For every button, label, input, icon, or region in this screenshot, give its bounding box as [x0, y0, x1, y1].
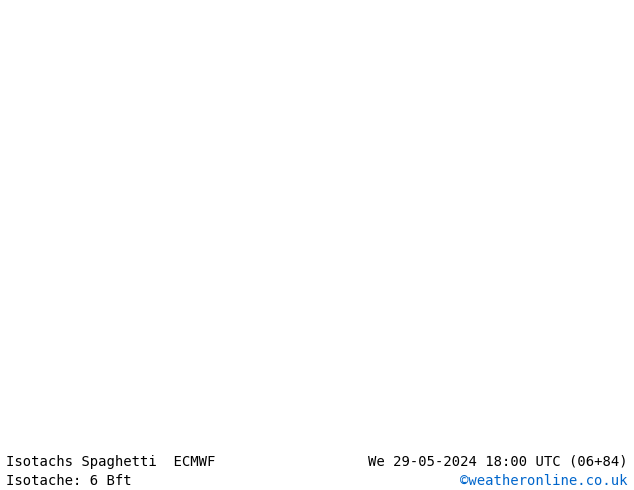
Text: Isotache: 6 Bft: Isotache: 6 Bft [6, 473, 132, 488]
Text: ©weatheronline.co.uk: ©weatheronline.co.uk [460, 473, 628, 488]
Text: We 29-05-2024 18:00 UTC (06+84): We 29-05-2024 18:00 UTC (06+84) [368, 455, 628, 469]
Text: Isotachs Spaghetti  ECMWF: Isotachs Spaghetti ECMWF [6, 455, 216, 469]
